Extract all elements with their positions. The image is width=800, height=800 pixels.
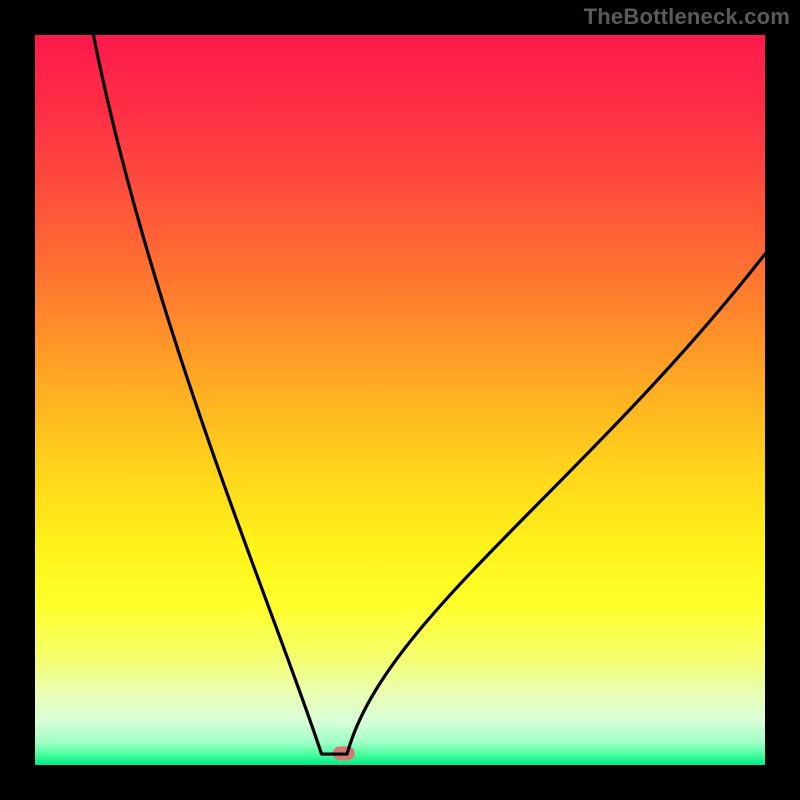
chart-stage: TheBottleneck.com — [0, 0, 800, 800]
bottleneck-chart — [0, 0, 800, 800]
watermark-text: TheBottleneck.com — [584, 4, 790, 30]
